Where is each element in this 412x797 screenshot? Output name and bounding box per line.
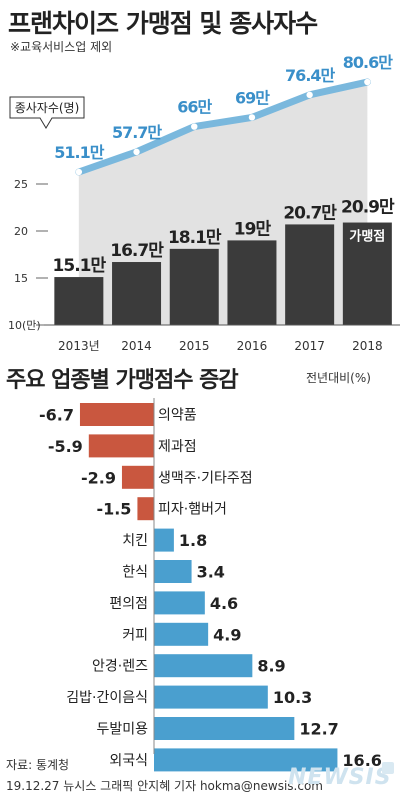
industry-label: 김밥·간이음식 bbox=[66, 690, 148, 706]
x-tick-label: 2018 bbox=[352, 339, 383, 353]
credit-line: 19.12.27 뉴시스 그래픽 안지혜 기자 hokma@newsis.com bbox=[6, 779, 323, 793]
store-value-label: 15.1만 bbox=[53, 256, 107, 276]
store-value-label: 16.7만 bbox=[110, 241, 164, 261]
employee-point bbox=[191, 123, 198, 130]
x-tick-label: 2014 bbox=[121, 339, 152, 353]
employee-value-label: 80.6만 bbox=[343, 53, 393, 72]
store-value-label: 19만 bbox=[234, 219, 272, 239]
change-value-label: 4.6 bbox=[210, 594, 238, 613]
decrease-bar bbox=[88, 434, 154, 458]
x-tick-label: 2013년 bbox=[58, 339, 100, 353]
employee-value-label: 57.7만 bbox=[112, 123, 162, 142]
industry-label: 편의점 bbox=[109, 596, 148, 612]
industry-label: 두발미용 bbox=[96, 722, 148, 738]
industry-label: 피자·햄버거 bbox=[158, 502, 227, 518]
change-value-label: 10.3 bbox=[273, 688, 312, 707]
change-value-label: -2.9 bbox=[81, 468, 116, 487]
employee-value-label: 69만 bbox=[235, 88, 270, 107]
y-tick-label: 25 bbox=[14, 178, 28, 191]
store-bar bbox=[169, 248, 219, 325]
increase-bar bbox=[154, 685, 268, 709]
x-tick-label: 2016 bbox=[237, 339, 268, 353]
industry-label: 제과점 bbox=[158, 439, 197, 455]
store-value-label: 20.9만 bbox=[341, 198, 395, 218]
employee-point bbox=[75, 168, 83, 176]
industry-label: 커피 bbox=[122, 627, 148, 643]
employee-series-callout: 종사자수(명) bbox=[9, 96, 85, 129]
increase-bar bbox=[154, 748, 338, 772]
change-value-label: -1.5 bbox=[96, 500, 131, 519]
store-series-label: 가맹점 bbox=[349, 229, 385, 245]
x-tick-label: 2017 bbox=[294, 339, 325, 353]
employee-value-label: 76.4만 bbox=[285, 66, 335, 85]
increase-bar bbox=[154, 622, 209, 646]
industry-label: 생맥주·기타주점 bbox=[158, 470, 253, 486]
change-value-label: 4.9 bbox=[213, 625, 241, 644]
decrease-bar bbox=[137, 497, 154, 521]
increase-bar bbox=[154, 591, 205, 615]
callout-box bbox=[9, 96, 85, 129]
change-value-label: 3.4 bbox=[197, 563, 225, 582]
employee-point bbox=[133, 148, 140, 156]
industry-label: 한식 bbox=[122, 565, 148, 581]
store-bar bbox=[227, 240, 277, 325]
employee-point bbox=[364, 78, 371, 86]
y-tick-label: 10(만) bbox=[8, 319, 41, 332]
store-value-label: 20.7만 bbox=[283, 203, 337, 223]
employee-value-label: 51.1만 bbox=[54, 143, 104, 162]
change-value-label: 16.6 bbox=[342, 751, 381, 770]
chart-note: ※교육서비스업 제외 bbox=[10, 40, 113, 54]
logo-mark-icon bbox=[382, 762, 394, 774]
source-note: 자료: 통계청 bbox=[6, 758, 70, 772]
employee-series-label: 종사자수(명) bbox=[15, 101, 80, 115]
increase-bar bbox=[154, 528, 174, 552]
newsis-logo: NEWSIS bbox=[288, 765, 392, 790]
change-value-label: 12.7 bbox=[299, 720, 338, 739]
decrease-bar bbox=[79, 403, 154, 426]
x-tick-label: 2015 bbox=[179, 339, 210, 353]
industry-label: 의약품 bbox=[158, 408, 197, 424]
y-tick-label: 15 bbox=[14, 272, 28, 285]
store-bar bbox=[112, 262, 162, 325]
change-value-label: 8.9 bbox=[257, 657, 285, 676]
change-value-label: 1.8 bbox=[179, 531, 207, 550]
store-bar bbox=[342, 222, 392, 325]
employee-value-label: 66만 bbox=[177, 98, 212, 117]
employee-line bbox=[75, 78, 371, 176]
increase-bar bbox=[154, 654, 253, 678]
change-chart-title: 주요 업종별 가맹점수 증감 bbox=[6, 368, 239, 393]
change-value-label: -5.9 bbox=[48, 437, 83, 456]
industry-label: 안경·렌즈 bbox=[92, 659, 148, 675]
chart-title: 프랜차이즈 가맹점 및 종사자수 bbox=[8, 9, 318, 38]
industry-label: 치킨 bbox=[122, 533, 148, 549]
store-bar bbox=[285, 224, 335, 325]
store-bar bbox=[54, 277, 104, 325]
increase-bar bbox=[154, 717, 295, 740]
employee-point bbox=[248, 114, 256, 121]
decrease-bar bbox=[121, 465, 154, 489]
change-chart-unit: 전년대비(%) bbox=[306, 371, 371, 385]
increase-bar bbox=[154, 560, 192, 583]
store-value-label: 18.1만 bbox=[168, 228, 222, 248]
change-value-label: -6.7 bbox=[39, 406, 74, 425]
employee-point bbox=[306, 91, 313, 99]
industry-label: 외국식 bbox=[109, 753, 148, 769]
y-tick-label: 20 bbox=[14, 225, 28, 238]
